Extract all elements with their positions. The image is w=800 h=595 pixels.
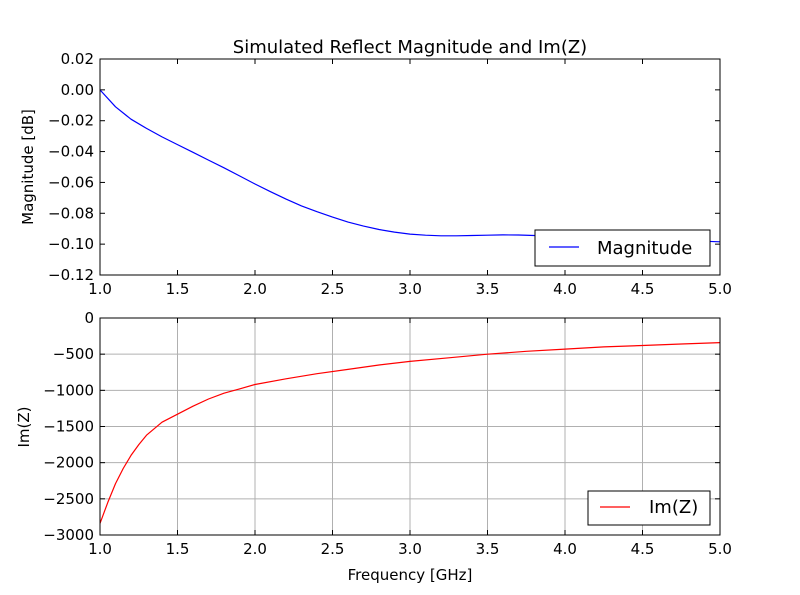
y-tick-label: −2000 bbox=[43, 454, 94, 472]
y-tick-label: 0.00 bbox=[61, 81, 94, 99]
x-tick-label: 1.5 bbox=[166, 540, 190, 558]
x-tick-label: 5.0 bbox=[708, 540, 732, 558]
x-tick-label: 2.0 bbox=[243, 540, 267, 558]
y-tick-label: −500 bbox=[53, 345, 94, 363]
magnitude-chart: Simulated Reflect Magnitude and Im(Z) 1.… bbox=[19, 37, 732, 298]
y-tick-label: −0.08 bbox=[48, 204, 94, 222]
y-tick-label: 0 bbox=[84, 309, 94, 327]
y-tick-label: −1000 bbox=[43, 381, 94, 399]
y-tick-label: −1500 bbox=[43, 418, 94, 436]
x-tick-label: 4.0 bbox=[553, 280, 577, 298]
y-axis-label: Magnitude [dB] bbox=[19, 109, 37, 225]
y-tick-label: −3000 bbox=[43, 526, 94, 544]
y-tick-label: −2500 bbox=[43, 490, 94, 508]
legend: Im(Z) bbox=[587, 490, 711, 526]
y-axis-label: Im(Z) bbox=[15, 406, 33, 447]
x-tick-label: 5.0 bbox=[708, 280, 732, 298]
x-tick-label: 3.5 bbox=[476, 280, 500, 298]
legend-box bbox=[534, 229, 711, 267]
x-tick-label: 2.0 bbox=[243, 280, 267, 298]
chart-title: Simulated Reflect Magnitude and Im(Z) bbox=[233, 37, 587, 58]
x-tick-label: 1.0 bbox=[88, 540, 112, 558]
legend-box bbox=[587, 490, 711, 526]
x-tick-label: 4.5 bbox=[631, 540, 655, 558]
x-tick-label: 2.5 bbox=[321, 540, 345, 558]
x-tick-label: 4.5 bbox=[631, 280, 655, 298]
x-axis-label: Frequency [GHz] bbox=[348, 566, 473, 584]
legend-label-magnitude: Magnitude bbox=[597, 238, 692, 259]
y-tick-label: −0.12 bbox=[48, 266, 94, 284]
y-tick-label: −0.04 bbox=[48, 143, 94, 161]
imz-chart: 1.0 1.5 2.0 2.5 3.0 3.5 4.0 4.5 5.0 0 −500 −1000 −15… bbox=[15, 309, 732, 584]
x-tick-label: 3.0 bbox=[398, 280, 422, 298]
x-tick-label: 2.5 bbox=[321, 280, 345, 298]
y-tick-label: 0.02 bbox=[61, 50, 94, 68]
series-line-im-z bbox=[99, 342, 721, 524]
plot-frame bbox=[99, 317, 721, 536]
plot-frame bbox=[99, 58, 721, 276]
x-tick-label: 3.0 bbox=[398, 540, 422, 558]
y-tick-label: −0.06 bbox=[48, 173, 94, 191]
x-tick-label: 3.5 bbox=[476, 540, 500, 558]
y-tick-label: −0.10 bbox=[48, 235, 94, 253]
x-tick-label: 1.5 bbox=[166, 280, 190, 298]
x-tick-label: 4.0 bbox=[553, 540, 577, 558]
legend: Magnitude bbox=[534, 229, 711, 267]
legend-label-imz: Im(Z) bbox=[649, 497, 698, 518]
y-tick-label: −0.02 bbox=[48, 112, 94, 130]
x-tick-label: 1.0 bbox=[88, 280, 112, 298]
